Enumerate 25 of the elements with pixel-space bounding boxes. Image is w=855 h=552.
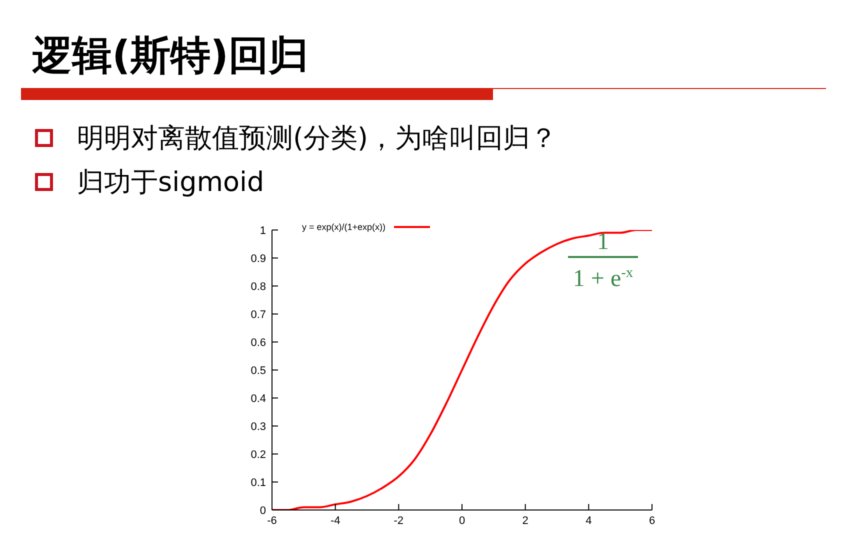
x-tick-label: 2 (522, 514, 528, 527)
y-tick-label: 0.8 (250, 280, 266, 293)
y-tick-label: 0 (260, 504, 266, 517)
y-tick-label: 0.5 (250, 364, 266, 377)
y-tick-label: 0.4 (250, 392, 266, 405)
chart-title: 逻辑(斯特)回归 (32, 32, 309, 81)
legend-label: y = exp(x)/(1+exp(x)) (302, 222, 386, 232)
x-tick-label: 0 (458, 514, 466, 527)
y-tick-label: 0.2 (250, 448, 266, 461)
y-tick-label: 0.1 (250, 476, 266, 489)
x-tick-label: -4 (330, 514, 340, 527)
y-tick-label: 1 (260, 224, 266, 237)
y-tick-label: 0.7 (250, 308, 266, 321)
y-tick-label: 0.3 (250, 420, 266, 433)
y-tick-label: 0.6 (250, 336, 266, 349)
annotation: 1 + e$^{-x}$ (572, 265, 634, 292)
x-tick-label: 4 (586, 514, 592, 527)
y-tick-label: 0.9 (250, 252, 266, 265)
x-tick-label: -6 (267, 514, 277, 527)
text: 明明对离散值预测(分类)，为啥叫回归？ (77, 122, 558, 156)
x-tick-label: -2 (394, 514, 404, 527)
x-tick-label: 6 (648, 514, 656, 527)
annotation: 1 (568, 228, 638, 258)
line-series (272, 230, 652, 510)
text: 归功于sigmoid (77, 166, 264, 200)
